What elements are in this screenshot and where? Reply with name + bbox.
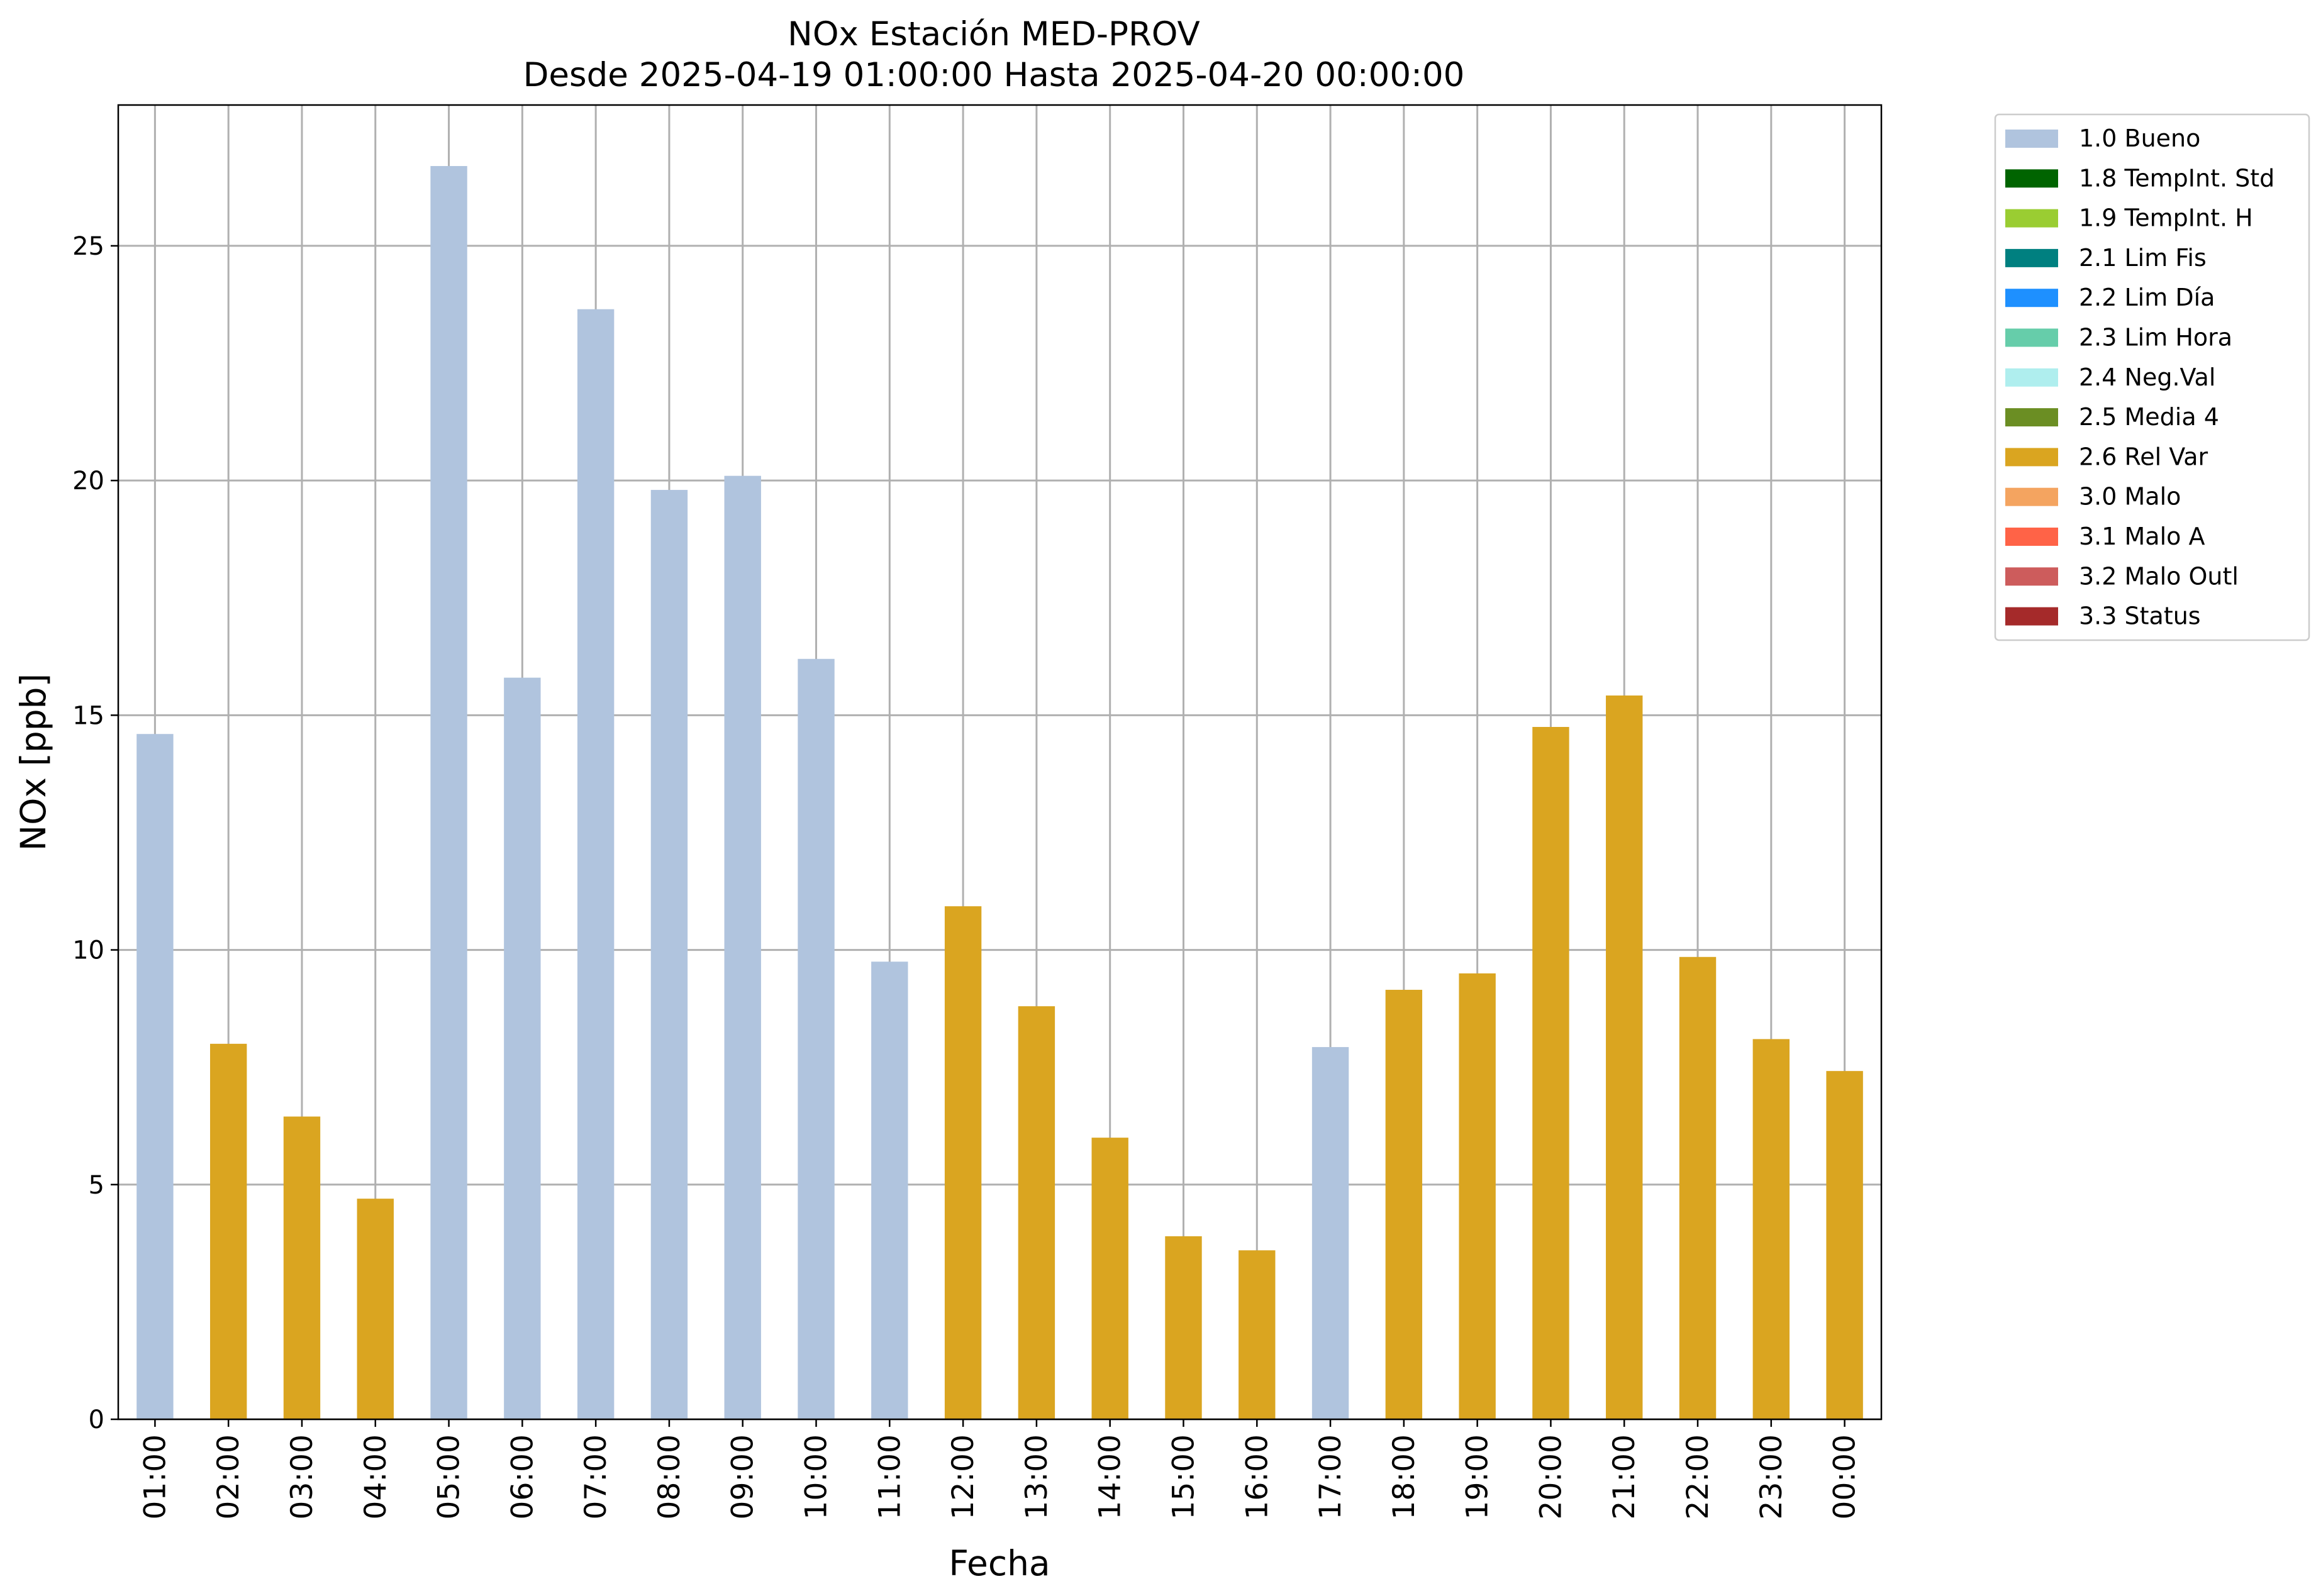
x-tick-label: 05:00	[432, 1434, 467, 1519]
x-tick-label: 04:00	[359, 1434, 393, 1519]
bar-0100	[136, 734, 174, 1419]
legend-label: 1.8 TempInt. Std	[2079, 164, 2274, 192]
x-tick-label: 20:00	[1534, 1434, 1568, 1519]
legend-swatch	[2005, 607, 2058, 626]
bar-1100	[871, 961, 908, 1419]
bar-0800	[650, 490, 688, 1419]
legend-swatch	[2005, 289, 2058, 308]
y-tick-label: 15	[72, 701, 104, 730]
bar-1500	[1165, 1236, 1202, 1419]
legend-swatch	[2005, 248, 2058, 267]
bar-0400	[357, 1199, 394, 1419]
x-tick-label: 19:00	[1461, 1434, 1495, 1519]
legend-label: 2.4 Neg.Val	[2079, 363, 2215, 391]
x-tick-label: 12:00	[946, 1434, 981, 1519]
bar-1900	[1459, 973, 1496, 1419]
legend-label: 3.2 Malo Outl	[2079, 562, 2239, 590]
legend-label: 3.3 Status	[2079, 602, 2201, 630]
legend-swatch	[2005, 448, 2058, 467]
bar-0300	[283, 1116, 321, 1419]
bar-0700	[577, 309, 615, 1420]
axes-layer: 0 5 10 15 20 25 01:00 02:00 03:00 04:00 05:00 06:00…	[72, 232, 1862, 1520]
legend-items: 1.0 Bueno 1.8 TempInt. Std 1.9 TempInt. H 2…	[2005, 125, 2274, 630]
legend-swatch	[2005, 567, 2058, 586]
bar-2100	[1606, 695, 1643, 1419]
bar-2000	[1532, 727, 1569, 1419]
x-tick-label: 14:00	[1093, 1434, 1128, 1519]
legend-swatch	[2005, 328, 2058, 347]
legend-label: 2.5 Media 4	[2079, 403, 2219, 431]
legend-swatch	[2005, 487, 2058, 506]
x-tick-label: 11:00	[872, 1434, 907, 1519]
plot-frame	[117, 104, 1883, 1421]
bar-0900	[724, 475, 761, 1419]
x-tick-label: 01:00	[138, 1434, 172, 1519]
x-tick-label: 08:00	[652, 1434, 687, 1519]
legend-label: 1.9 TempInt. H	[2079, 204, 2253, 232]
y-axis-label: NOx [ppb]	[13, 673, 53, 851]
bar-0600	[504, 677, 541, 1419]
bar-1800	[1385, 990, 1423, 1419]
x-tick-label: 18:00	[1387, 1434, 1422, 1519]
bar-1700	[1311, 1047, 1349, 1419]
x-tick-label: 10:00	[799, 1434, 834, 1519]
legend-swatch	[2005, 368, 2058, 387]
chart-subtitle: Desde 2025-04-19 01:00:00 Hasta 2025-04-…	[523, 56, 1465, 94]
legend-frame	[1994, 113, 2310, 641]
legend-swatch	[2005, 209, 2058, 228]
x-tick-label: 13:00	[1020, 1434, 1054, 1519]
y-tick-label: 5	[89, 1171, 104, 1200]
bar-1400	[1091, 1138, 1128, 1419]
x-tick-label: 22:00	[1681, 1434, 1715, 1519]
legend-label: 2.2 Lim Día	[2079, 284, 2215, 311]
legend-label: 2.1 Lim Fis	[2079, 244, 2207, 272]
x-tick-label: 17:00	[1313, 1434, 1348, 1519]
x-tick-label: 09:00	[726, 1434, 760, 1519]
bar-1300	[1018, 1006, 1055, 1419]
y-tick-label: 10	[72, 936, 104, 965]
legend-label: 2.6 Rel Var	[2079, 443, 2208, 470]
bar-1600	[1239, 1250, 1276, 1419]
legend-swatch	[2005, 408, 2058, 427]
legend-swatch	[2005, 528, 2058, 546]
bars-layer	[136, 166, 1863, 1420]
y-tick-label: 0	[89, 1405, 104, 1434]
x-tick-label: 16:00	[1240, 1434, 1274, 1519]
legend-label: 3.1 Malo A	[2079, 523, 2205, 550]
x-tick-label: 07:00	[579, 1434, 613, 1519]
x-tick-label: 03:00	[285, 1434, 320, 1519]
legend-label: 1.0 Bueno	[2079, 125, 2200, 152]
bar-0500	[430, 166, 467, 1420]
bar-2200	[1679, 956, 1717, 1419]
bar-0000	[1826, 1071, 1863, 1419]
y-tick-label: 20	[72, 467, 104, 496]
x-tick-label: 15:00	[1166, 1434, 1201, 1519]
bar-2300	[1752, 1039, 1790, 1419]
x-tick-label: 02:00	[211, 1434, 246, 1519]
legend: 1.0 Bueno 1.8 TempInt. Std 1.9 TempInt. H 2…	[1994, 113, 2310, 641]
x-tick-label: 23:00	[1754, 1434, 1789, 1519]
x-tick-label: 00:00	[1828, 1434, 1862, 1519]
bar-0200	[209, 1043, 247, 1419]
legend-swatch	[2005, 169, 2058, 188]
x-tick-label: 21:00	[1607, 1434, 1642, 1519]
chart-title: NOx Estación MED-PROV	[788, 15, 1200, 53]
legend-swatch	[2005, 130, 2058, 148]
legend-label: 3.0 Malo	[2079, 483, 2181, 511]
x-tick-label: 06:00	[505, 1434, 540, 1519]
bar-1000	[798, 658, 835, 1419]
legend-label: 2.3 Lim Hora	[2079, 324, 2232, 352]
bar-1200	[944, 906, 982, 1419]
y-tick-label: 25	[72, 232, 104, 261]
x-axis-label: Fecha	[949, 1543, 1050, 1583]
